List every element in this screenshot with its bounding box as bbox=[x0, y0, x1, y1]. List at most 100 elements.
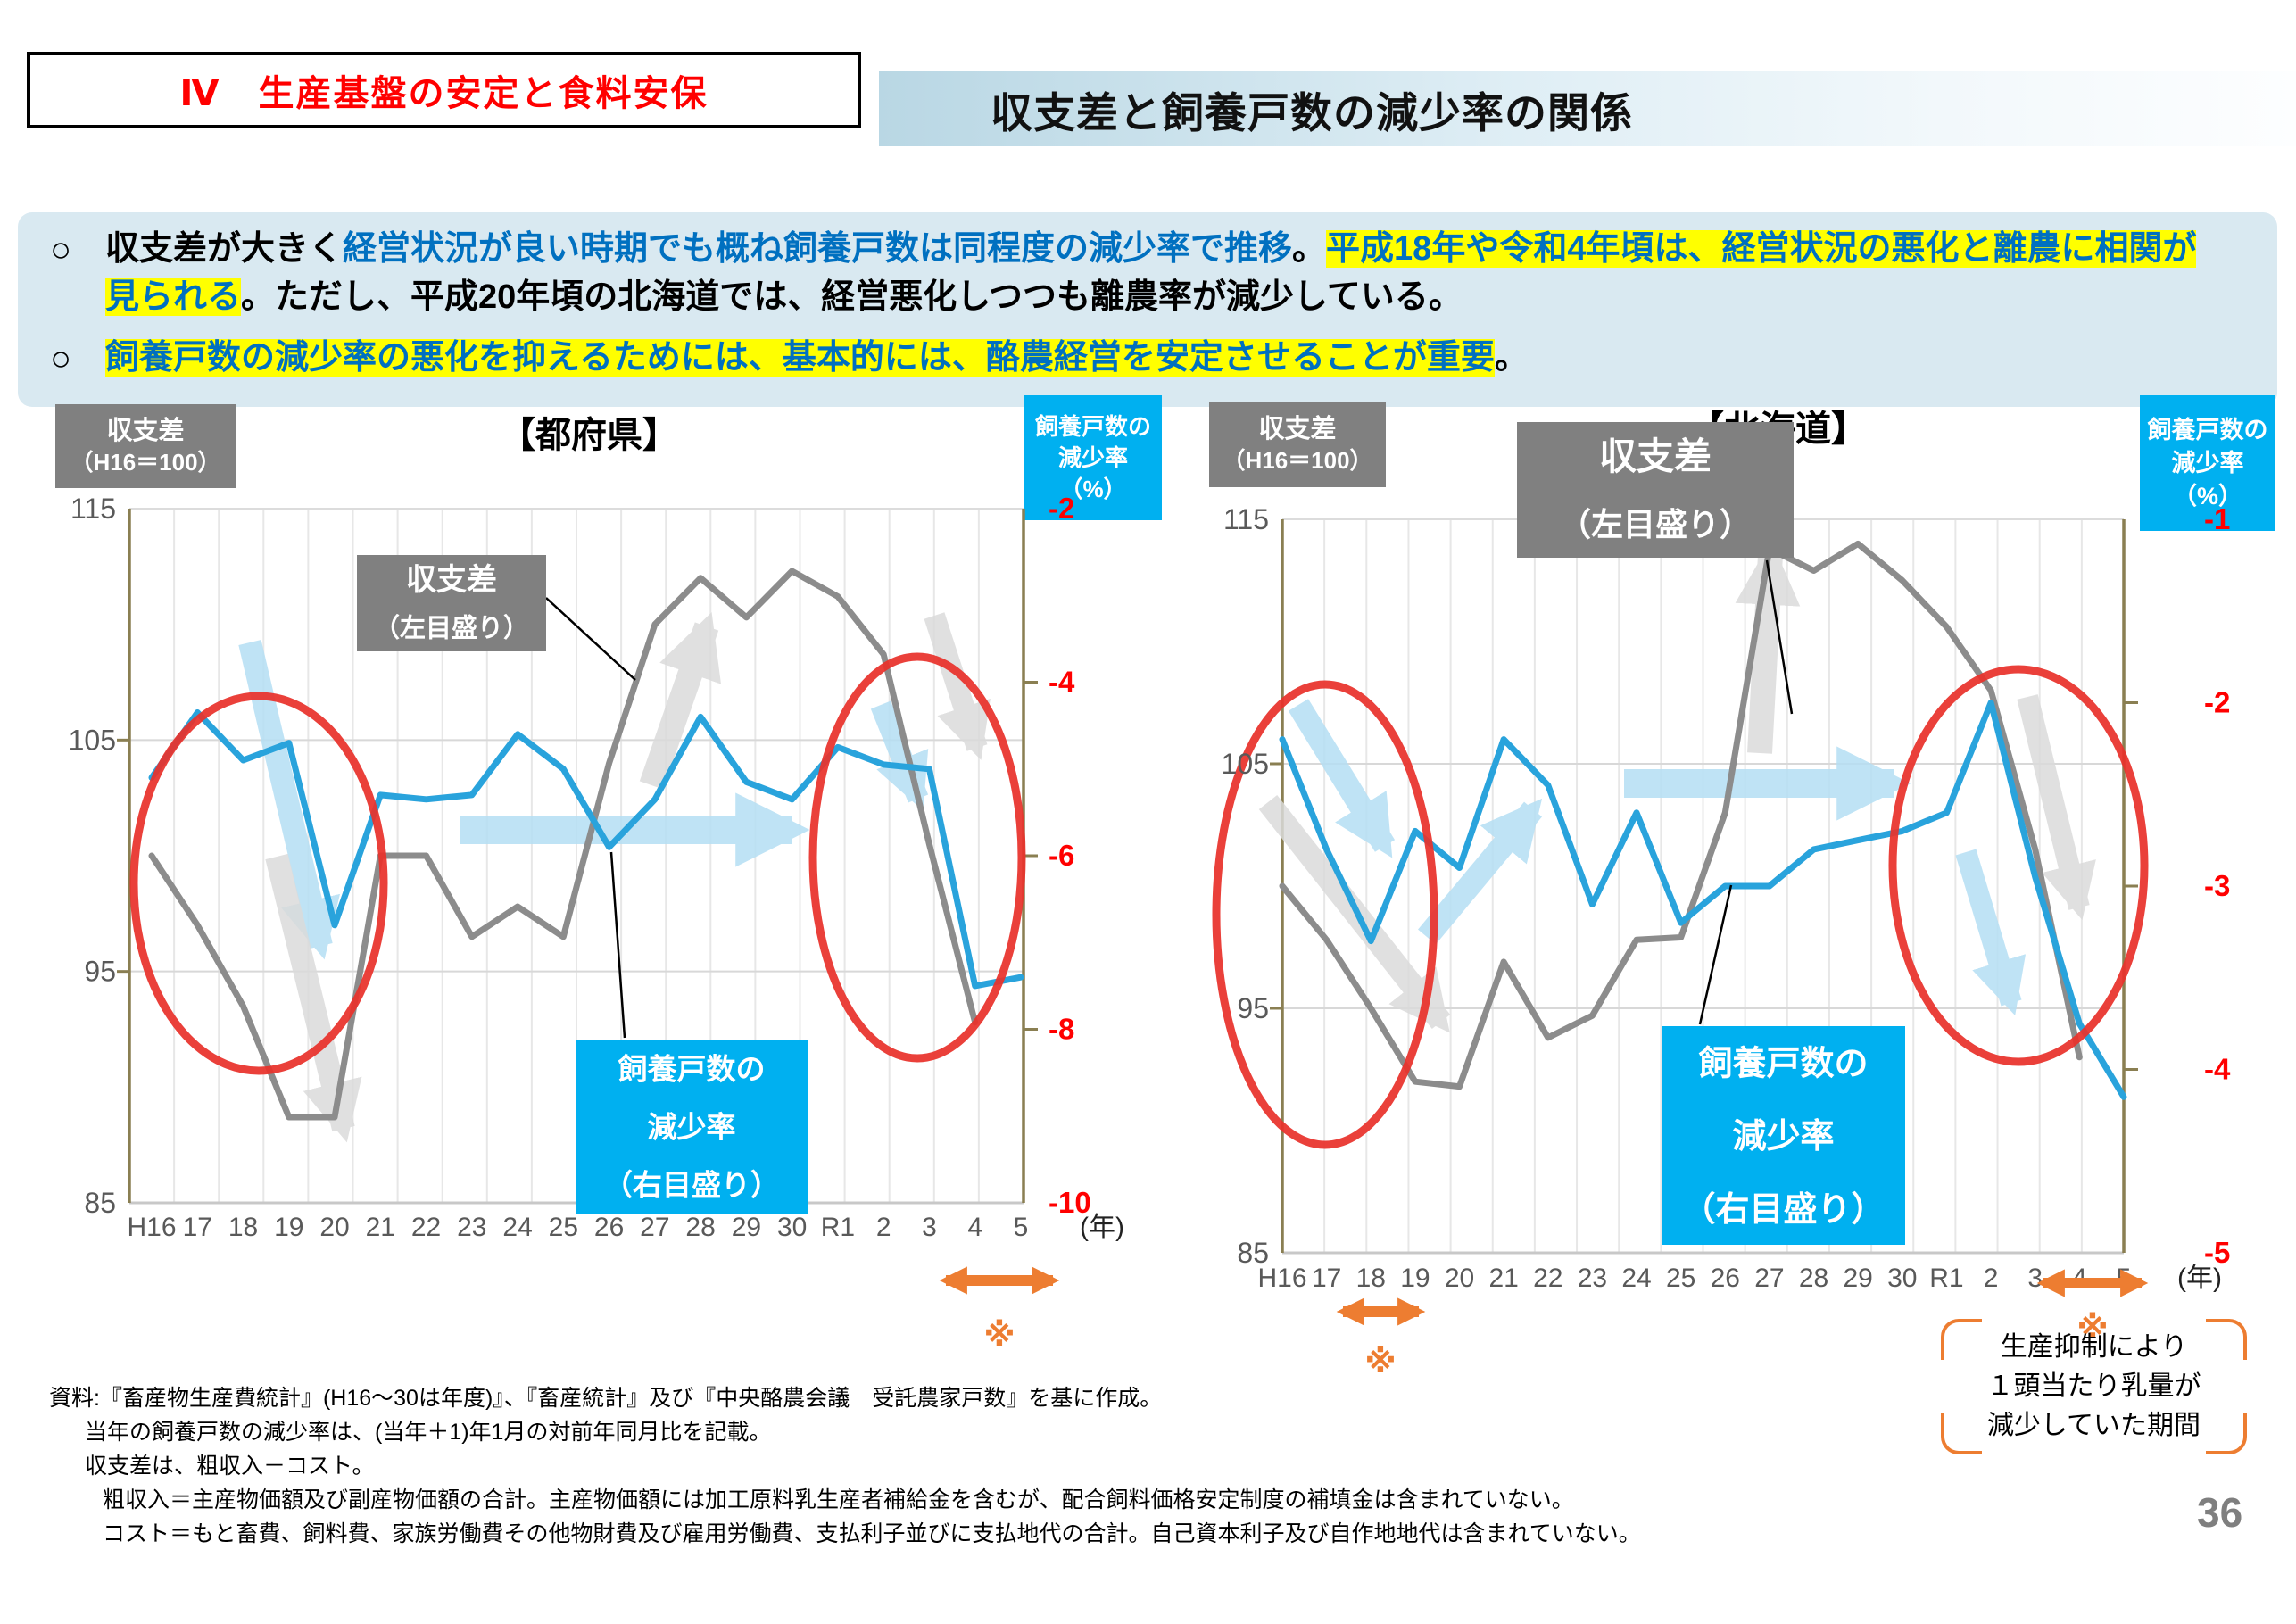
x-axis-tick-label: 22 bbox=[1533, 1264, 1562, 1293]
series-label-text: 減少率 bbox=[648, 1110, 736, 1143]
left-axis-tick-label: 95 bbox=[84, 956, 116, 988]
note-line: 収支差は、粗収入－コスト。 bbox=[85, 1454, 375, 1479]
series-line-gensho-ritsu bbox=[148, 709, 1024, 990]
x-axis-tick-label: 30 bbox=[777, 1213, 807, 1242]
axis-box-line: 飼養戸数の bbox=[1034, 412, 1151, 440]
left-axis-tick-label: 115 bbox=[1223, 503, 1269, 535]
x-axis-tick-label: 19 bbox=[274, 1213, 303, 1242]
x-axis-tick-label: 23 bbox=[1578, 1264, 1607, 1293]
note-line: 粗収入＝主産物価額及び副産物価額の合計。主産物価額には加工原料乳生産者補給金を含… bbox=[103, 1487, 1574, 1512]
bullet-text-segment: 収支差が大きく bbox=[105, 230, 344, 268]
source-notes: 資料:『畜産物生産費統計』(H16～30は年度)』、『畜産統計』及び『中央酪農会… bbox=[36, 1381, 1910, 1551]
series-label-text: 飼養戸数の bbox=[1698, 1046, 1868, 1083]
reference-mark: ※ bbox=[1365, 1343, 1397, 1380]
trend-arrow-gray bbox=[2017, 694, 2096, 921]
chart-title-tofuken: 【都府県】 bbox=[500, 416, 678, 455]
x-axis-tick-label: 23 bbox=[457, 1213, 486, 1242]
bullet-text-segment: 。ただし、平成20年頃の北海道では、経営悪化しつつも離農率が減少している。 bbox=[241, 278, 1463, 316]
x-axis-tick-label: 24 bbox=[1621, 1264, 1651, 1293]
x-axis-tick-label: 27 bbox=[640, 1213, 669, 1242]
x-axis-tick-label: R1 bbox=[1929, 1264, 1963, 1293]
lead-bullet-1: ○ 収支差が大きく経営状況が良い時期でも概ね飼養戸数は同程度の減少率で推移。平成1… bbox=[50, 225, 2211, 321]
series-label-text: 収支差 bbox=[1599, 435, 1712, 477]
x-axis-tick-label: 26 bbox=[1711, 1264, 1740, 1293]
left-axis-tick-label: 85 bbox=[84, 1187, 116, 1219]
lead-bullet-2: ○ 飼養戸数の減少率の悪化を抑えるためには、基本的には、酪農経営を安定させることが… bbox=[50, 334, 2250, 382]
callout-corner bbox=[1941, 1319, 1982, 1360]
right-axis-tick-label: -6 bbox=[1049, 839, 1074, 872]
x-axis-tick-label: 30 bbox=[1887, 1264, 1917, 1293]
right-axis-tick-label: -4 bbox=[1049, 666, 1075, 699]
axis-box-line: （%） bbox=[2172, 482, 2242, 510]
series-line-shushisa bbox=[1279, 540, 2083, 1090]
section-tag-box: Ⅳ 生産基盤の安定と食料安保 bbox=[27, 52, 861, 128]
callout-corner bbox=[2206, 1319, 2247, 1360]
series-label-text: （左目盛り） bbox=[374, 613, 529, 642]
x-axis-tick-label: 4 bbox=[967, 1213, 982, 1242]
trend-arrow-blue bbox=[1955, 849, 2027, 1015]
series-label-box bbox=[357, 555, 546, 651]
page-number: 36 bbox=[2197, 1489, 2243, 1536]
x-axis-tick-label: 26 bbox=[594, 1213, 624, 1242]
right-axis-tick-label: -2 bbox=[1049, 492, 1074, 525]
callout-line: 生産抑制により bbox=[2000, 1332, 2188, 1362]
x-axis-tick-label: 19 bbox=[1400, 1264, 1430, 1293]
series-label-text: （右目盛り） bbox=[603, 1168, 780, 1201]
right-axis-tick-label: -8 bbox=[1049, 1013, 1074, 1046]
x-axis-tick-label: 24 bbox=[502, 1213, 532, 1242]
series-line-shushisa bbox=[148, 568, 979, 1121]
emphasis-ellipse bbox=[129, 692, 388, 1075]
header-title-band: 収支差と飼養戸数の減少率の関係 bbox=[879, 71, 2296, 146]
series-label-text: 飼養戸数の bbox=[618, 1052, 766, 1085]
emphasis-ellipse bbox=[808, 652, 1026, 1063]
label-leader-line bbox=[1698, 884, 1733, 1025]
x-axis-tick-label: 21 bbox=[1488, 1264, 1518, 1293]
left-axis-tick-label: 95 bbox=[1237, 992, 1269, 1024]
x-axis-tick-label: 18 bbox=[1356, 1264, 1386, 1293]
right-axis-tick-label: -4 bbox=[2204, 1053, 2231, 1086]
emphasis-ellipse bbox=[1212, 680, 1438, 1149]
left-axis-tick-label: 85 bbox=[1237, 1237, 1269, 1269]
x-axis-tick-label: 25 bbox=[1666, 1264, 1695, 1293]
x-axis-tick-label: 21 bbox=[366, 1213, 395, 1242]
bullet-text-segment: 飼養戸数の減少率の悪化を抑えるためには、基本的には、酪農経営を安定させることが重… bbox=[105, 339, 1495, 377]
note-line: 当年の飼養戸数の減少率は、(当年＋1)年1月の対前年同月比を記載。 bbox=[85, 1420, 772, 1445]
right-axis-tick-label: -1 bbox=[2204, 502, 2230, 535]
trend-arrow-gray bbox=[1735, 540, 1801, 754]
right-axis-tick-label: -10 bbox=[1049, 1186, 1091, 1219]
reference-mark: ※ bbox=[984, 1316, 1015, 1353]
series-label-text: 減少率 bbox=[1732, 1118, 1834, 1156]
trend-arrow-gray bbox=[924, 612, 991, 760]
callout-line: １頭当たり乳量が bbox=[1986, 1371, 2201, 1401]
x-axis-tick-label: 17 bbox=[183, 1213, 212, 1242]
x-axis-tick-label: 3 bbox=[2027, 1264, 2043, 1293]
axis-box-line: 収支差 bbox=[1258, 415, 1337, 443]
left-chart-right-axis-unit-box: 飼養戸数の 減少率 （%） bbox=[1024, 395, 1162, 520]
x-axis-tick-label: 29 bbox=[732, 1213, 761, 1242]
x-axis-unit-label: (年) bbox=[1080, 1213, 1124, 1242]
page-title: 収支差と飼養戸数の減少率の関係 bbox=[991, 88, 1633, 137]
axis-box-line: （%） bbox=[1059, 475, 1127, 502]
x-axis-tick-label: 5 bbox=[1014, 1213, 1029, 1242]
left-axis-tick-label: 105 bbox=[69, 724, 116, 756]
right-chart-right-axis-unit-box: 飼養戸数の 減少率 （%） bbox=[2140, 395, 2275, 531]
trend-arrow-gray bbox=[639, 611, 722, 790]
chart-hokkaido: 収支差 （左目盛り） 飼養戸数の減少率 （右目盛り） 115 105 95 85 -1 -2 -3 -… bbox=[1212, 422, 2231, 1380]
right-axis-tick-label: -5 bbox=[2204, 1236, 2230, 1269]
bullet-circle-icon: ○ bbox=[50, 230, 72, 269]
bullet-circle-icon: ○ bbox=[50, 339, 72, 378]
series-label-box bbox=[576, 1040, 808, 1214]
x-axis-tick-label: 27 bbox=[1754, 1264, 1784, 1293]
note-line: 資料:『畜産物生産費統計』(H16～30は年度)』、『畜産統計』及び『中央酪農会… bbox=[49, 1386, 1163, 1411]
right-axis-tick-label: -3 bbox=[2204, 869, 2230, 902]
x-axis-tick-label: 2 bbox=[876, 1213, 891, 1242]
reference-mark: ※ bbox=[2077, 1309, 2109, 1346]
bullet-text-segment: 。 bbox=[1494, 339, 1529, 377]
series-label-text: （右目盛り） bbox=[1681, 1191, 1885, 1229]
series-label-box bbox=[1662, 1026, 1905, 1245]
x-axis-tick-label: H16 bbox=[127, 1213, 176, 1242]
x-axis-tick-label: 17 bbox=[1312, 1264, 1341, 1293]
label-leader-line bbox=[545, 597, 636, 681]
left-axis-tick-label: 115 bbox=[70, 493, 116, 525]
